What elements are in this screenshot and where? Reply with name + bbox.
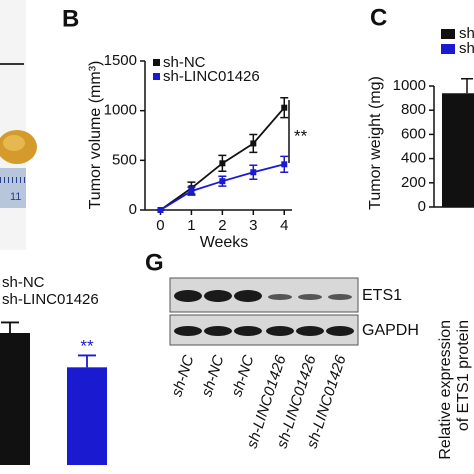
x-tick-label: 0	[156, 217, 164, 234]
band-label: ETS1	[362, 287, 402, 304]
y-tick-label: 200	[401, 174, 426, 191]
y-tick-label: 0	[129, 201, 137, 218]
marker	[219, 160, 226, 167]
legend-label: sh-LINC01426	[163, 68, 260, 85]
y-tick-label: 500	[112, 151, 137, 168]
x-tick-label: 3	[249, 217, 257, 234]
ruler-label: 11	[10, 191, 21, 203]
marker	[250, 169, 257, 176]
y-axis-label: Relative expression	[437, 320, 454, 460]
blot-bands	[174, 290, 354, 336]
x-tick-label: 4	[280, 217, 288, 234]
bar	[67, 367, 107, 465]
tumor-highlight	[3, 135, 25, 151]
legend-swatch	[153, 73, 160, 80]
x-tick-label: 1	[187, 217, 195, 234]
legend-label: sh-LINC01426	[2, 291, 99, 308]
error-bar	[1, 321, 19, 333]
error-bar	[78, 354, 96, 368]
bar	[0, 333, 30, 465]
legend-label: sh-NC	[163, 54, 206, 71]
legend-swatch	[441, 44, 455, 54]
x-tick-label: 2	[218, 217, 226, 234]
y-tick-label: 1000	[393, 77, 426, 94]
annotation: **	[294, 126, 308, 145]
marker	[250, 140, 257, 147]
y-axis-label: of ETS1 protein	[455, 320, 472, 431]
marker	[219, 178, 226, 185]
y-tick-label: 800	[401, 101, 426, 118]
marker	[281, 104, 288, 111]
lane-label: sh-NC	[168, 353, 197, 399]
legend-label: sh-NC	[2, 274, 45, 291]
marker	[188, 188, 195, 195]
panel-label: G	[145, 249, 164, 276]
y-tick-label: 600	[401, 125, 426, 142]
y-tick-label: 400	[401, 150, 426, 167]
band-label: GAPDH	[362, 322, 419, 339]
marker	[281, 161, 288, 168]
x-axis-label: Weeks	[200, 234, 249, 251]
y-axis-label: Tumor weight (mg)	[367, 76, 384, 210]
bar	[442, 93, 474, 207]
legend-swatch	[441, 29, 455, 39]
marker	[157, 207, 164, 213]
panel-label: B	[62, 5, 79, 32]
legend-label: sh	[459, 25, 474, 42]
lane-label: sh-NC	[228, 353, 257, 399]
legend-swatch	[153, 59, 160, 66]
y-tick-label: 1500	[104, 52, 137, 69]
annotation: **	[80, 336, 94, 355]
y-tick-label: 1000	[104, 102, 137, 119]
ruler	[0, 168, 26, 208]
y-axis-label: Tumor volume (mm³)	[87, 61, 104, 210]
error-bar	[461, 77, 473, 94]
legend-label: sh	[459, 40, 474, 57]
lane-label: sh-NC	[198, 353, 227, 399]
panel-label: C	[370, 4, 387, 31]
photo	[0, 0, 26, 250]
y-tick-label: 0	[418, 198, 426, 215]
